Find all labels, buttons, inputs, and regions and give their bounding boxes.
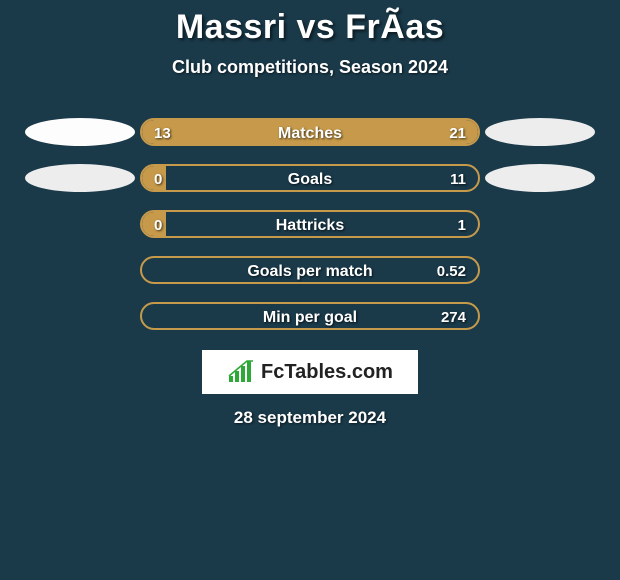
stat-label: Hattricks: [142, 212, 478, 238]
stat-row: 274Min per goal: [0, 302, 620, 330]
player-right-icon-slot: [480, 164, 600, 192]
stat-bar: 1321Matches: [140, 118, 480, 146]
stat-rows: 1321Matches 011Goals 01Hattricks 0.52Goals …: [0, 118, 620, 330]
player-right-icon-slot: [480, 302, 600, 330]
bars-icon: [227, 360, 255, 384]
stat-row: 0.52Goals per match: [0, 256, 620, 284]
player-left-icon-slot: [20, 256, 140, 284]
player-right-icon: [485, 118, 595, 146]
player-left-icon-slot: [20, 118, 140, 146]
stat-bar: 01Hattricks: [140, 210, 480, 238]
stat-label: Min per goal: [142, 304, 478, 330]
stat-label: Matches: [142, 120, 478, 146]
stat-label: Goals: [142, 166, 478, 192]
stat-row: 011Goals: [0, 164, 620, 192]
stat-bar: 011Goals: [140, 164, 480, 192]
stat-bar: 274Min per goal: [140, 302, 480, 330]
player-left-icon: [25, 164, 135, 192]
stat-row: 1321Matches: [0, 118, 620, 146]
player-left-icon-slot: [20, 164, 140, 192]
player-right-icon-slot: [480, 210, 600, 238]
stat-row: 01Hattricks: [0, 210, 620, 238]
player-right-icon-slot: [480, 118, 600, 146]
stat-label: Goals per match: [142, 258, 478, 284]
footer-date: 28 september 2024: [234, 408, 386, 428]
page-title: Massri vs FrÃas: [176, 8, 444, 47]
player-left-icon-slot: [20, 302, 140, 330]
player-right-icon: [485, 164, 595, 192]
player-left-icon-slot: [20, 210, 140, 238]
branding-text: FcTables.com: [261, 361, 393, 384]
player-right-icon-slot: [480, 256, 600, 284]
stat-bar: 0.52Goals per match: [140, 256, 480, 284]
page-subtitle: Club competitions, Season 2024: [172, 57, 448, 78]
player-left-icon: [25, 118, 135, 146]
comparison-card: Massri vs FrÃas Club competitions, Seaso…: [0, 0, 620, 428]
branding-badge: FcTables.com: [202, 350, 418, 394]
